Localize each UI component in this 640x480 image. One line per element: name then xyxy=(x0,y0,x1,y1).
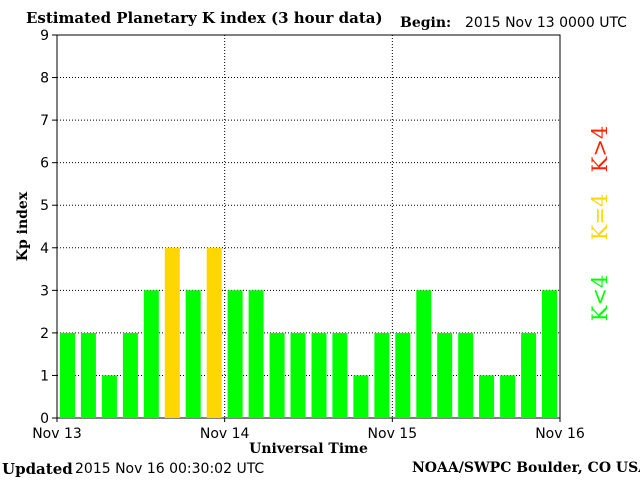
kp-bar xyxy=(458,332,474,418)
credit-text: NOAA/SWPC Boulder, CO USA xyxy=(412,460,640,476)
kp-bar xyxy=(416,290,432,418)
updated-value: 2015 Nov 16 00:30:02 UTC xyxy=(75,461,265,477)
kp-bar xyxy=(332,332,348,418)
kp-bar xyxy=(395,332,411,418)
legend-item: K<4 xyxy=(588,275,612,322)
x-tick-label: Nov 13 xyxy=(32,426,82,442)
kp-bar xyxy=(164,247,180,418)
legend-item: K>4 xyxy=(588,126,612,173)
kp-bar xyxy=(437,332,453,418)
begin-value: 2015 Nov 13 0000 UTC xyxy=(465,15,627,31)
y-tick-label: 5 xyxy=(40,198,49,214)
kp-bar xyxy=(248,290,264,418)
kp-bar xyxy=(521,332,537,418)
y-tick-label: 1 xyxy=(40,368,49,384)
x-tick-label: Nov 15 xyxy=(368,426,418,442)
kp-bar xyxy=(374,332,390,418)
begin-label: Begin: xyxy=(400,15,452,31)
kp-bar xyxy=(500,375,516,418)
y-tick-label: 8 xyxy=(40,71,49,87)
kp-bar xyxy=(542,290,557,418)
y-tick-label: 4 xyxy=(40,241,49,257)
y-tick-label: 0 xyxy=(40,411,49,427)
y-tick-label: 9 xyxy=(40,28,49,44)
x-tick-label: Nov 16 xyxy=(535,426,585,442)
kp-bar xyxy=(353,375,369,418)
y-tick-label: 6 xyxy=(40,156,49,172)
kp-bar xyxy=(227,290,243,418)
kp-bar xyxy=(80,332,96,418)
y-tick-label: 7 xyxy=(40,113,49,129)
kp-bar xyxy=(143,290,159,418)
kp-bar xyxy=(479,375,495,418)
x-axis-title: Universal Time xyxy=(249,441,368,457)
kp-bar xyxy=(269,332,285,418)
kp-bar xyxy=(290,332,306,418)
legend-item: K=4 xyxy=(588,194,612,241)
kp-bar xyxy=(101,375,117,418)
updated-label: Updated xyxy=(2,460,73,478)
kp-bar xyxy=(206,247,222,418)
chart-title: Estimated Planetary K index (3 hour data… xyxy=(26,9,383,27)
y-tick-label: 2 xyxy=(40,326,49,342)
y-tick-label: 3 xyxy=(40,283,49,299)
kp-bar xyxy=(185,290,201,418)
kp-bar xyxy=(60,332,75,418)
kp-bar xyxy=(311,332,327,418)
y-axis-title: Kp index xyxy=(15,191,31,261)
x-tick-label: Nov 14 xyxy=(200,426,250,442)
plot-frame xyxy=(56,34,561,419)
kp-bar xyxy=(122,332,138,418)
